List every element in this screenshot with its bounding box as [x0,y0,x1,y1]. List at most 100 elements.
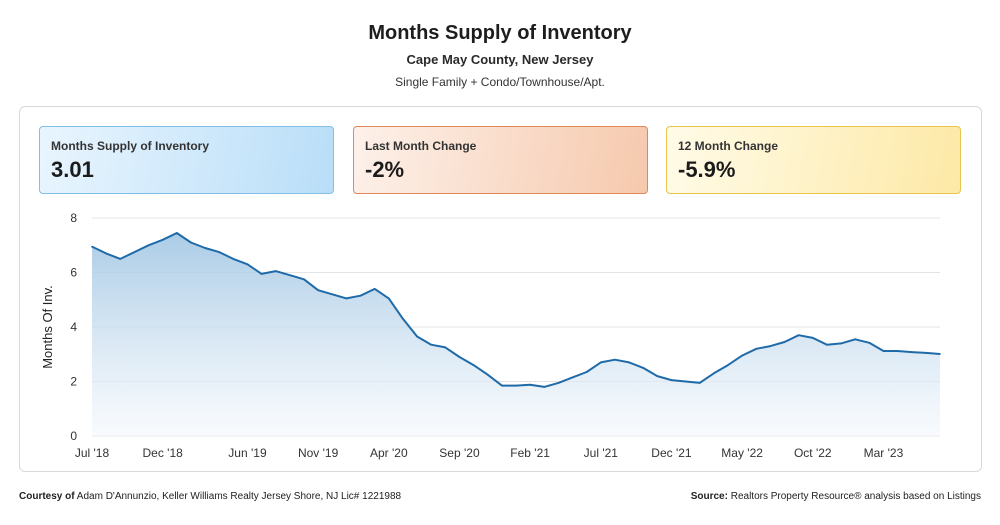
data-points [91,232,941,388]
data-point [133,251,136,253]
data-point [529,383,531,386]
data-point [713,372,715,375]
data-point [543,386,546,388]
card-label: 12 Month Change [678,139,779,153]
y-tick-label: 0 [70,429,77,443]
data-point [585,371,588,373]
data-point [727,364,729,366]
data-point [388,297,390,300]
last-month-change-card: Last Month Change -2% [353,126,648,194]
card-label: Last Month Change [365,139,477,153]
data-point [373,288,376,290]
x-tick-label: Jul '18 [75,446,110,460]
data-point [840,342,842,345]
data-point [359,294,362,297]
data-point [939,353,941,355]
data-point [783,341,786,343]
data-point [119,258,122,260]
inventory-area-chart: 0 2 4 6 8 Jul '18 Dec '18 Jun '19 Nov '19 Apr '2… [40,211,941,460]
data-point [105,252,107,255]
data-point [402,318,404,320]
data-point [656,375,659,377]
area-fill [92,233,940,436]
data-point [925,352,927,354]
y-tick-label: 2 [70,375,77,389]
y-axis-ticks: 0 2 4 6 8 [70,211,77,443]
data-point [416,335,418,338]
courtesy-text: Adam D'Annunzio, Keller Williams Realty … [76,491,402,502]
x-tick-label: Apr '20 [370,446,408,460]
x-tick-label: Dec '21 [651,446,692,460]
data-point [614,358,616,361]
y-tick-label: 6 [70,266,77,280]
x-tick-label: Mar '23 [864,446,904,460]
data-point [910,351,913,353]
source-text: Realtors Property Resource® analysis bas… [730,491,981,502]
x-tick-label: Feb '21 [510,446,550,460]
data-point [854,338,856,341]
data-point [274,270,277,272]
card-value: -2% [365,157,405,182]
location-subtitle: Cape May County, New Jersey [406,52,594,67]
months-supply-card: Months Supply of Inventory 3.01 [39,126,334,194]
x-tick-label: Sep '20 [439,446,480,460]
data-point [190,241,192,244]
data-point [176,232,178,234]
source-label: Source: [690,491,728,502]
twelve-month-change-card: 12 Month Change -5.9% [666,126,961,194]
card-value: -5.9% [678,157,736,182]
data-point [472,364,475,366]
data-point [303,278,305,281]
x-tick-label: Oct '22 [794,446,832,460]
card-label: Months Supply of Inventory [51,139,209,153]
data-point [670,379,673,381]
data-point [741,354,743,357]
data-point [147,244,150,247]
data-point [826,343,828,346]
data-point [698,382,701,384]
data-point [642,367,644,369]
courtesy-label: Courtesy of [19,491,75,502]
data-point [161,239,164,241]
data-point [896,350,899,352]
data-point [571,376,574,379]
y-tick-label: 8 [70,211,77,225]
data-point [882,350,885,352]
data-point [232,258,235,260]
data-point [345,297,348,300]
y-tick-label: 4 [70,320,77,334]
card-value: 3.01 [51,157,94,182]
property-types-subtitle: Single Family + Condo/Townhouse/Apt. [395,75,605,89]
data-point [797,334,800,336]
y-axis-label: Months Of Inv. [40,285,55,369]
data-point [600,361,602,364]
data-point [557,382,560,384]
data-point [684,380,687,383]
x-tick-label: May '22 [721,446,763,460]
x-tick-label: Jul '21 [584,446,619,460]
data-point [501,384,503,387]
data-point [458,356,461,358]
data-point [769,345,772,347]
data-point [289,274,291,277]
courtesy-footer: Courtesy of Adam D'Annunzio, Keller Will… [19,491,401,502]
data-point [218,251,220,253]
data-point [430,343,433,346]
data-point [486,373,489,376]
data-point [317,289,319,292]
data-point [91,245,93,248]
data-point [515,384,517,387]
data-point [331,293,334,296]
x-tick-label: Jun '19 [228,446,267,460]
data-point [755,348,758,350]
x-tick-label: Nov '19 [298,446,339,460]
data-point [868,342,871,344]
data-point [628,361,630,364]
x-axis-ticks: Jul '18 Dec '18 Jun '19 Nov '19 Apr '20 Sep '… [75,446,904,460]
data-point [246,263,249,266]
data-point [812,337,814,339]
x-tick-label: Dec '18 [143,446,184,460]
source-footer: Source: Realtors Property Resource® anal… [691,491,981,502]
data-point [444,346,447,349]
page-title: Months Supply of Inventory [368,22,632,44]
